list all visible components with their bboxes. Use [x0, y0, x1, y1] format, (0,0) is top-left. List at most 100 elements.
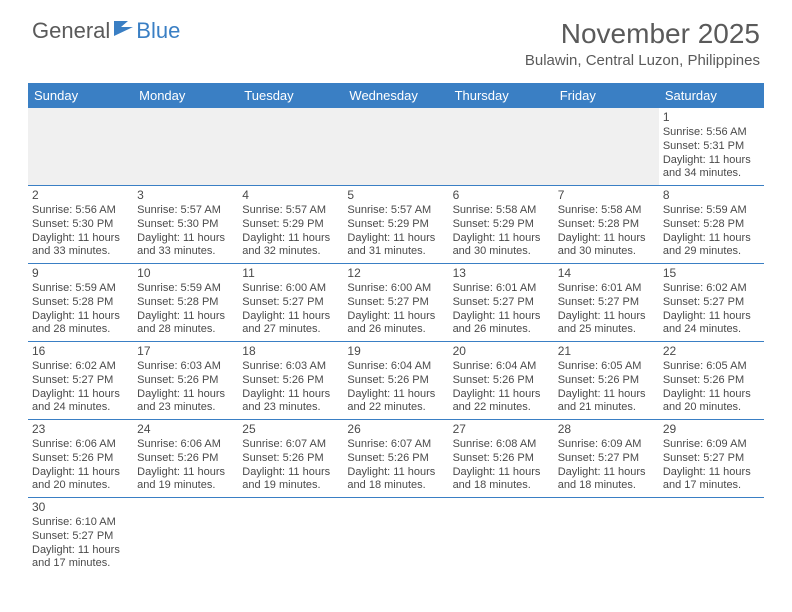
calendar-body: 1Sunrise: 5:56 AMSunset: 5:31 PMDaylight… — [28, 108, 764, 575]
sunset-line: Sunset: 5:26 PM — [663, 374, 760, 388]
sunset-line: Sunset: 5:29 PM — [242, 218, 339, 232]
calendar-cell — [238, 498, 343, 576]
sunset-line: Sunset: 5:27 PM — [242, 296, 339, 310]
title-block: November 2025 Bulawin, Central Luzon, Ph… — [525, 18, 760, 69]
sunset-line: Sunset: 5:26 PM — [32, 452, 129, 466]
day-number: 3 — [137, 188, 234, 203]
sunset-line: Sunset: 5:27 PM — [558, 452, 655, 466]
day-number: 16 — [32, 344, 129, 359]
daylight-line: Daylight: 11 hours and 17 minutes. — [32, 544, 129, 572]
calendar-cell — [133, 108, 238, 186]
calendar-cell: 14Sunrise: 6:01 AMSunset: 5:27 PMDayligh… — [554, 264, 659, 342]
sunrise-line: Sunrise: 6:05 AM — [663, 360, 760, 374]
daylight-line: Daylight: 11 hours and 34 minutes. — [663, 154, 760, 182]
daylight-line: Daylight: 11 hours and 20 minutes. — [663, 388, 760, 416]
calendar-cell: 26Sunrise: 6:07 AMSunset: 5:26 PMDayligh… — [343, 420, 448, 498]
calendar-cell: 19Sunrise: 6:04 AMSunset: 5:26 PMDayligh… — [343, 342, 448, 420]
sunset-line: Sunset: 5:28 PM — [137, 296, 234, 310]
sunrise-line: Sunrise: 6:06 AM — [32, 438, 129, 452]
daylight-line: Daylight: 11 hours and 19 minutes. — [242, 466, 339, 494]
sunset-line: Sunset: 5:26 PM — [137, 374, 234, 388]
sunrise-line: Sunrise: 6:00 AM — [242, 282, 339, 296]
day-number: 27 — [453, 422, 550, 437]
logo-text-2: Blue — [136, 18, 180, 44]
calendar-cell: 13Sunrise: 6:01 AMSunset: 5:27 PMDayligh… — [449, 264, 554, 342]
sunrise-line: Sunrise: 6:09 AM — [558, 438, 655, 452]
sunrise-line: Sunrise: 6:10 AM — [32, 516, 129, 530]
location: Bulawin, Central Luzon, Philippines — [525, 52, 760, 69]
day-number: 17 — [137, 344, 234, 359]
calendar-row: 9Sunrise: 5:59 AMSunset: 5:28 PMDaylight… — [28, 264, 764, 342]
sunset-line: Sunset: 5:26 PM — [347, 452, 444, 466]
daylight-line: Daylight: 11 hours and 28 minutes. — [137, 310, 234, 338]
calendar-row: 16Sunrise: 6:02 AMSunset: 5:27 PMDayligh… — [28, 342, 764, 420]
calendar-cell — [449, 108, 554, 186]
day-number: 15 — [663, 266, 760, 281]
daylight-line: Daylight: 11 hours and 33 minutes. — [137, 232, 234, 260]
sunset-line: Sunset: 5:26 PM — [453, 374, 550, 388]
calendar-cell — [28, 108, 133, 186]
sunset-line: Sunset: 5:28 PM — [663, 218, 760, 232]
sunset-line: Sunset: 5:27 PM — [32, 530, 129, 544]
sunset-line: Sunset: 5:29 PM — [453, 218, 550, 232]
day-number: 23 — [32, 422, 129, 437]
calendar-cell: 24Sunrise: 6:06 AMSunset: 5:26 PMDayligh… — [133, 420, 238, 498]
calendar-cell: 5Sunrise: 5:57 AMSunset: 5:29 PMDaylight… — [343, 186, 448, 264]
day-number: 9 — [32, 266, 129, 281]
calendar-cell: 18Sunrise: 6:03 AMSunset: 5:26 PMDayligh… — [238, 342, 343, 420]
calendar-cell: 4Sunrise: 5:57 AMSunset: 5:29 PMDaylight… — [238, 186, 343, 264]
sunrise-line: Sunrise: 5:59 AM — [663, 204, 760, 218]
day-number: 28 — [558, 422, 655, 437]
sunset-line: Sunset: 5:26 PM — [242, 452, 339, 466]
calendar-cell: 29Sunrise: 6:09 AMSunset: 5:27 PMDayligh… — [659, 420, 764, 498]
calendar-table: SundayMondayTuesdayWednesdayThursdayFrid… — [28, 83, 764, 575]
day-number: 10 — [137, 266, 234, 281]
calendar-cell — [343, 498, 448, 576]
calendar-cell: 30Sunrise: 6:10 AMSunset: 5:27 PMDayligh… — [28, 498, 133, 576]
sunset-line: Sunset: 5:26 PM — [137, 452, 234, 466]
day-number: 1 — [663, 110, 760, 125]
sunset-line: Sunset: 5:27 PM — [347, 296, 444, 310]
page-header: General Blue November 2025 Bulawin, Cent… — [0, 0, 792, 75]
calendar-cell: 21Sunrise: 6:05 AMSunset: 5:26 PMDayligh… — [554, 342, 659, 420]
sunrise-line: Sunrise: 6:03 AM — [137, 360, 234, 374]
day-number: 8 — [663, 188, 760, 203]
day-number: 2 — [32, 188, 129, 203]
daylight-line: Daylight: 11 hours and 23 minutes. — [242, 388, 339, 416]
sunrise-line: Sunrise: 6:07 AM — [242, 438, 339, 452]
day-number: 6 — [453, 188, 550, 203]
sunset-line: Sunset: 5:27 PM — [453, 296, 550, 310]
sunrise-line: Sunrise: 6:01 AM — [558, 282, 655, 296]
day-number: 20 — [453, 344, 550, 359]
sunset-line: Sunset: 5:26 PM — [347, 374, 444, 388]
daylight-line: Daylight: 11 hours and 21 minutes. — [558, 388, 655, 416]
weekday-header: Monday — [133, 83, 238, 108]
calendar-cell: 17Sunrise: 6:03 AMSunset: 5:26 PMDayligh… — [133, 342, 238, 420]
calendar-row: 2Sunrise: 5:56 AMSunset: 5:30 PMDaylight… — [28, 186, 764, 264]
day-number: 26 — [347, 422, 444, 437]
sunrise-line: Sunrise: 5:57 AM — [137, 204, 234, 218]
calendar-cell: 8Sunrise: 5:59 AMSunset: 5:28 PMDaylight… — [659, 186, 764, 264]
sunset-line: Sunset: 5:27 PM — [32, 374, 129, 388]
logo-text-1: General — [32, 18, 110, 44]
day-number: 30 — [32, 500, 129, 515]
day-number: 5 — [347, 188, 444, 203]
weekday-header: Tuesday — [238, 83, 343, 108]
calendar-cell: 22Sunrise: 6:05 AMSunset: 5:26 PMDayligh… — [659, 342, 764, 420]
daylight-line: Daylight: 11 hours and 20 minutes. — [32, 466, 129, 494]
daylight-line: Daylight: 11 hours and 28 minutes. — [32, 310, 129, 338]
sunset-line: Sunset: 5:27 PM — [558, 296, 655, 310]
daylight-line: Daylight: 11 hours and 31 minutes. — [347, 232, 444, 260]
sunrise-line: Sunrise: 5:56 AM — [663, 126, 760, 140]
daylight-line: Daylight: 11 hours and 26 minutes. — [347, 310, 444, 338]
calendar-cell: 27Sunrise: 6:08 AMSunset: 5:26 PMDayligh… — [449, 420, 554, 498]
sunrise-line: Sunrise: 5:59 AM — [32, 282, 129, 296]
daylight-line: Daylight: 11 hours and 18 minutes. — [347, 466, 444, 494]
sunset-line: Sunset: 5:30 PM — [137, 218, 234, 232]
daylight-line: Daylight: 11 hours and 25 minutes. — [558, 310, 655, 338]
day-number: 7 — [558, 188, 655, 203]
day-number: 21 — [558, 344, 655, 359]
sunrise-line: Sunrise: 6:00 AM — [347, 282, 444, 296]
day-number: 4 — [242, 188, 339, 203]
daylight-line: Daylight: 11 hours and 33 minutes. — [32, 232, 129, 260]
